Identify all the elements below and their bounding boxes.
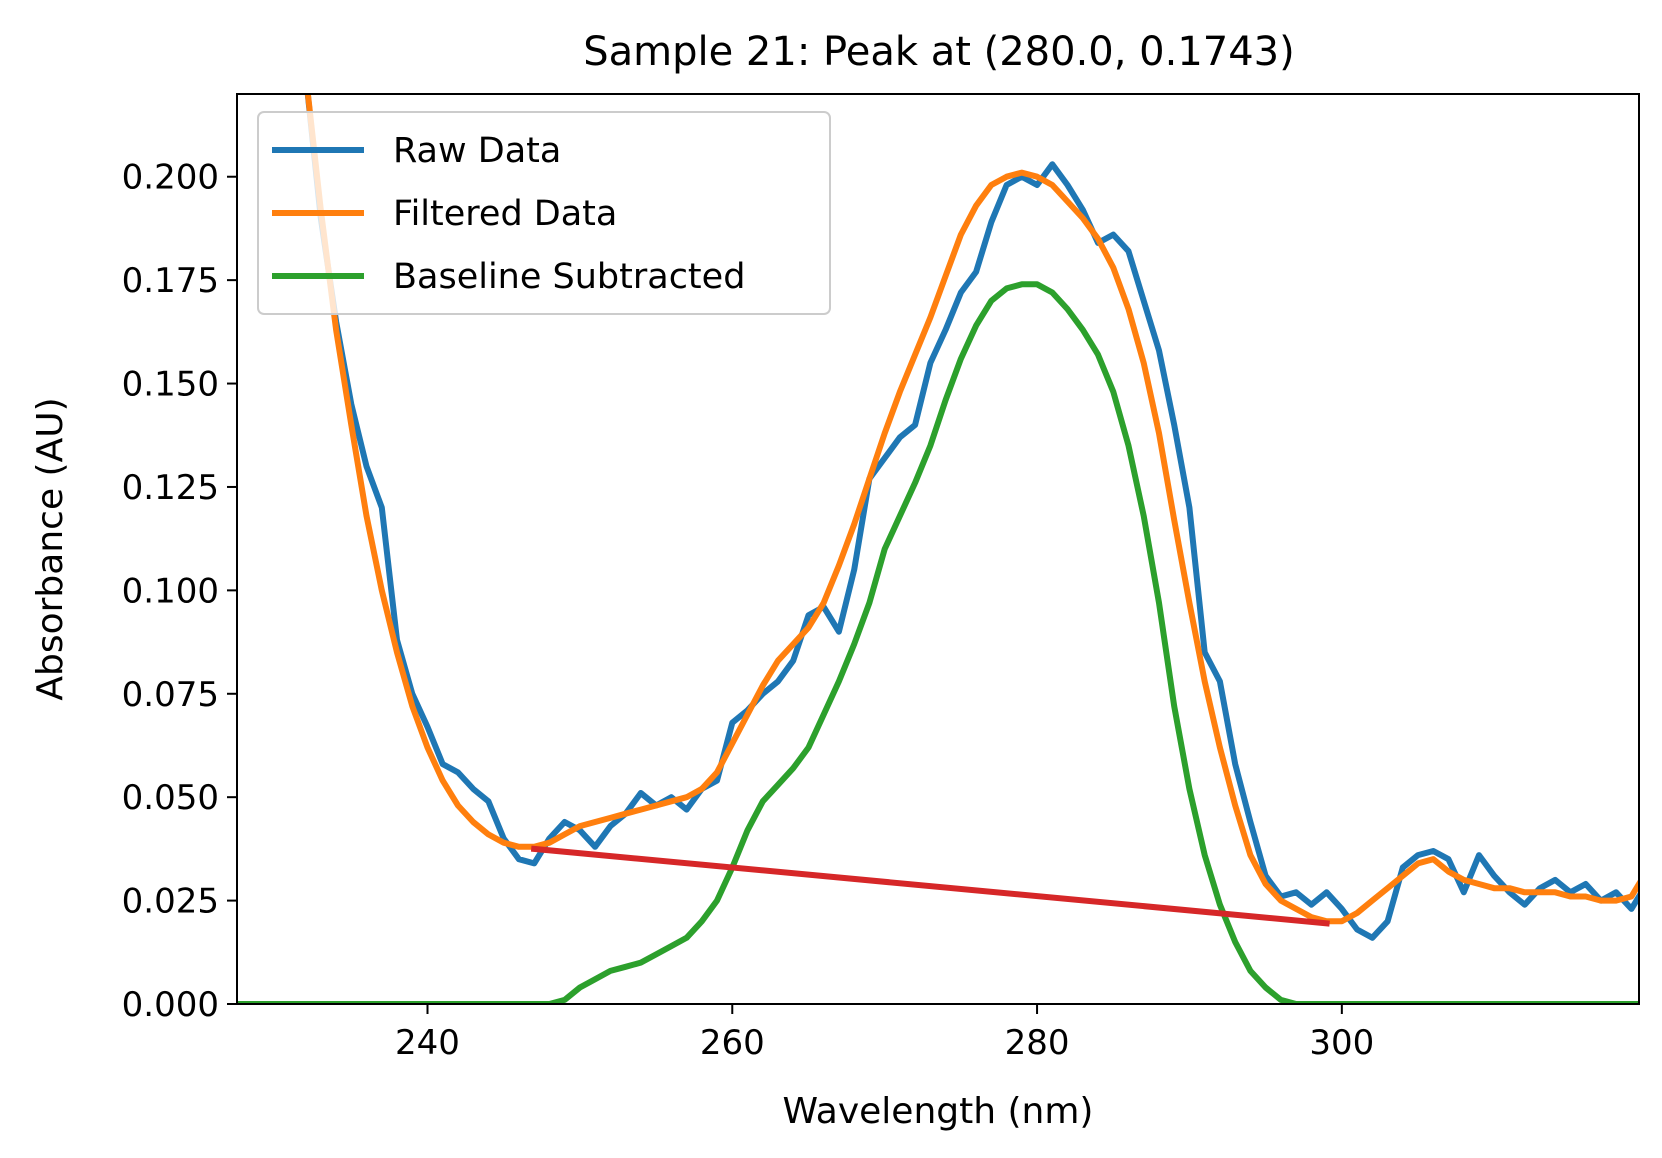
x-tick-label: 300 xyxy=(1309,1023,1374,1063)
y-axis: 0.000 0.025 0.050 0.075 0.100 0.125 0.150 0.175… xyxy=(122,158,237,1025)
y-tick-label: 0.025 xyxy=(122,882,219,922)
y-axis-label: Absorbance (AU) xyxy=(30,397,71,700)
chart-title: Sample 21: Peak at (280.0, 0.1743) xyxy=(583,29,1295,75)
series-layer xyxy=(237,94,1639,1004)
series-line-raw-data xyxy=(304,94,1639,941)
plot-frame xyxy=(236,93,1640,1005)
y-tick-label: 0.050 xyxy=(122,778,219,818)
series-line-baseline-subtracted xyxy=(237,281,1639,1004)
y-tick-label: 0.150 xyxy=(122,365,219,405)
x-tick-label: 240 xyxy=(395,1023,460,1063)
y-tick-label: 0.175 xyxy=(122,261,219,301)
legend-label-baseline-subtracted: Baseline Subtracted xyxy=(393,257,745,297)
x-axis: 240 260 280 300 xyxy=(395,1004,1374,1063)
series-line-filtered-data xyxy=(304,94,1639,925)
y-tick-label: 0.125 xyxy=(122,468,219,508)
y-tick-label: 0.000 xyxy=(122,985,219,1025)
legend-label-filtered-data: Filtered Data xyxy=(393,194,617,234)
series-line-baseline-fit xyxy=(530,845,1330,927)
legend-box xyxy=(257,111,831,315)
x-tick-label: 260 xyxy=(700,1023,765,1063)
y-tick-label: 0.075 xyxy=(122,675,219,715)
legend-label-raw-data: Raw Data xyxy=(393,131,561,171)
y-tick-label: 0.100 xyxy=(122,571,219,611)
x-tick-label: 280 xyxy=(1005,1023,1070,1063)
legend: Raw Data Filtered Data Baseline Subtract… xyxy=(257,111,831,315)
x-axis-label: Wavelength (nm) xyxy=(783,1091,1094,1132)
y-tick-label: 0.200 xyxy=(122,158,219,198)
